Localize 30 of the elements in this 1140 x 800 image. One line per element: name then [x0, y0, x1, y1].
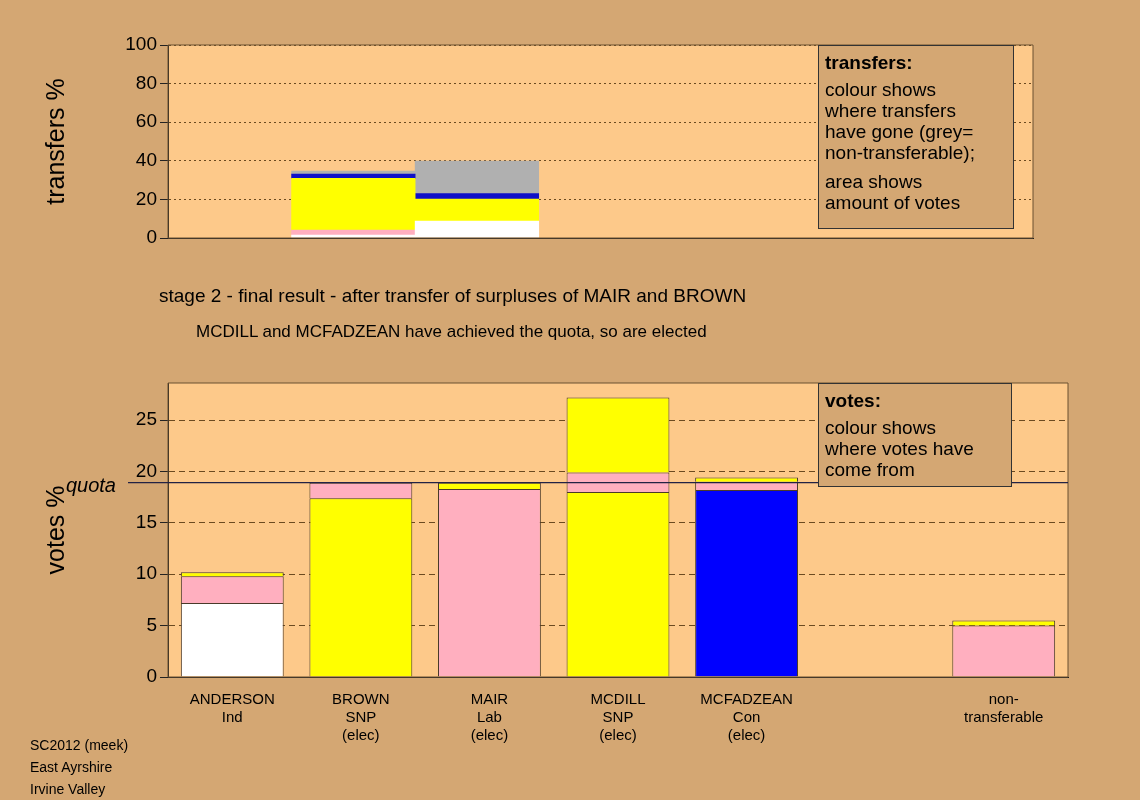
y-tick-label: 0 — [146, 226, 157, 248]
y-tick-label: 15 — [135, 511, 157, 533]
y-tick-label: 40 — [135, 149, 157, 171]
y-tick-label: 20 — [135, 459, 157, 481]
y-tick-label: 100 — [125, 33, 157, 55]
y-tick-label: 0 — [146, 665, 157, 687]
y-tick-label: 20 — [135, 187, 157, 209]
chart-subtitle: MCDILL and MCFADZEAN have achieved the quota, so are elected — [196, 322, 707, 342]
x-tick-label: MAIR Lab (elec) — [470, 690, 509, 744]
annotation: votes: — [825, 390, 882, 411]
annotation: transfers: — [825, 52, 914, 73]
y-axis-title: transfers % — [40, 78, 69, 205]
bar — [414, 193, 540, 200]
annotation: area shows amount of votes — [825, 171, 962, 213]
y-tick-label: 5 — [146, 613, 157, 635]
text: SC2012 (meek) — [30, 736, 129, 755]
chart-title: stage 2 - final result - after transfer of surpluses of MAIR and BROWN — [159, 285, 747, 307]
text: East Ayrshire — [30, 758, 114, 777]
x-tick-label: MCDILL SNP (elec) — [590, 690, 646, 744]
y-tick-label: 10 — [135, 562, 157, 584]
y-tick-label: 60 — [135, 110, 157, 132]
annotation: colour shows where transfers have gone (grey= non-transferable); — [825, 79, 976, 163]
text: Irvine Valley — [30, 780, 107, 799]
x-tick-label: non- transferable — [964, 690, 1044, 726]
x-tick-label: ANDERSON Ind — [189, 690, 275, 726]
x-tick-label: BROWN SNP (elec) — [332, 690, 390, 744]
x-tick-label: MCFADZEAN Con (elec) — [700, 690, 793, 744]
y-tick-label: 25 — [135, 408, 157, 430]
y-tick-label: 80 — [135, 71, 157, 93]
annotation: colour shows where votes have come from — [825, 417, 975, 480]
